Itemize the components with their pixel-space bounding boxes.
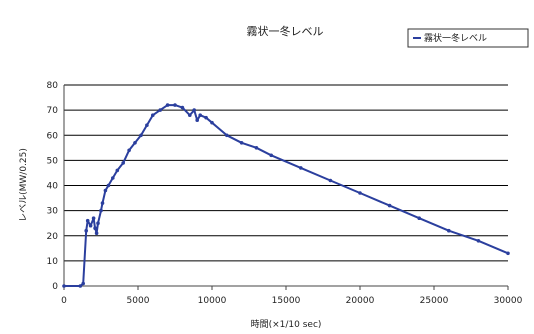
x-tick-label: 30000 — [494, 296, 523, 306]
data-point — [158, 108, 162, 112]
data-point — [133, 141, 137, 145]
data-point — [188, 113, 192, 117]
data-point — [195, 118, 199, 122]
data-point — [506, 251, 510, 256]
x-axis-label: 時間(×1/10 sec) — [251, 319, 322, 330]
data-point — [387, 203, 392, 208]
data-point — [328, 178, 333, 183]
series-layer — [62, 103, 510, 288]
y-tick-labels: 0 10 20 30 40 50 60 70 80 — [47, 81, 59, 292]
x-tick-label: 20000 — [346, 296, 375, 306]
y-tick-label: 80 — [47, 81, 59, 91]
y-tick-label: 60 — [47, 131, 59, 141]
data-point — [299, 166, 303, 170]
y-tick-label: 10 — [47, 257, 59, 267]
data-point — [96, 221, 100, 225]
data-point — [239, 141, 244, 145]
data-point — [210, 120, 214, 125]
data-point — [225, 133, 229, 138]
data-point — [84, 228, 88, 233]
x-tick-label: 5000 — [127, 296, 150, 306]
data-point — [103, 188, 108, 193]
axes — [63, 85, 509, 290]
x-tick-label: 0 — [61, 296, 67, 306]
data-point — [447, 228, 451, 233]
data-point — [111, 176, 115, 180]
x-tick-label: 25000 — [420, 296, 449, 306]
data-point — [204, 115, 208, 120]
data-point — [94, 231, 99, 235]
data-point — [151, 113, 155, 117]
x-tick-label: 10000 — [198, 296, 227, 306]
x-tick-labels: 0 5000 10000 15000 20000 25000 30000 — [61, 296, 522, 306]
y-tick-label: 70 — [47, 106, 59, 116]
y-tick-label: 50 — [47, 156, 59, 166]
data-point — [78, 284, 83, 288]
data-point — [85, 218, 90, 223]
data-point — [476, 239, 481, 243]
series-line — [64, 104, 509, 287]
data-point — [115, 168, 120, 173]
data-point — [139, 133, 143, 138]
data-point — [417, 216, 422, 220]
data-point — [106, 183, 111, 188]
data-point — [173, 103, 177, 107]
data-point — [81, 281, 85, 286]
data-point — [99, 208, 103, 213]
y-tick-label: 0 — [52, 282, 58, 292]
data-point — [192, 108, 196, 112]
data-point — [180, 105, 185, 110]
data-point — [269, 153, 274, 158]
legend-box — [407, 28, 529, 48]
gridlines — [64, 84, 508, 262]
x-tick-label: 15000 — [272, 296, 301, 306]
data-point — [100, 201, 105, 205]
chart-title: 霧状一冬レベル — [247, 24, 324, 38]
data-point — [145, 123, 149, 127]
data-point — [93, 226, 97, 230]
data-point — [127, 148, 131, 153]
data-point — [165, 103, 170, 107]
data-point — [121, 161, 125, 165]
y-axis-label: レベル(MW/0.25) — [19, 148, 29, 222]
data-point — [254, 146, 259, 150]
y-tick-label: 20 — [47, 232, 59, 242]
data-point — [358, 191, 362, 195]
data-point — [198, 113, 202, 117]
data-point — [88, 223, 93, 228]
legend-label: 霧状一冬レベル — [424, 32, 487, 44]
legend: 霧状一冬レベル — [407, 28, 529, 48]
data-point — [62, 284, 66, 288]
y-tick-label: 40 — [47, 182, 59, 192]
y-tick-label: 30 — [47, 207, 59, 217]
data-point — [91, 216, 96, 220]
